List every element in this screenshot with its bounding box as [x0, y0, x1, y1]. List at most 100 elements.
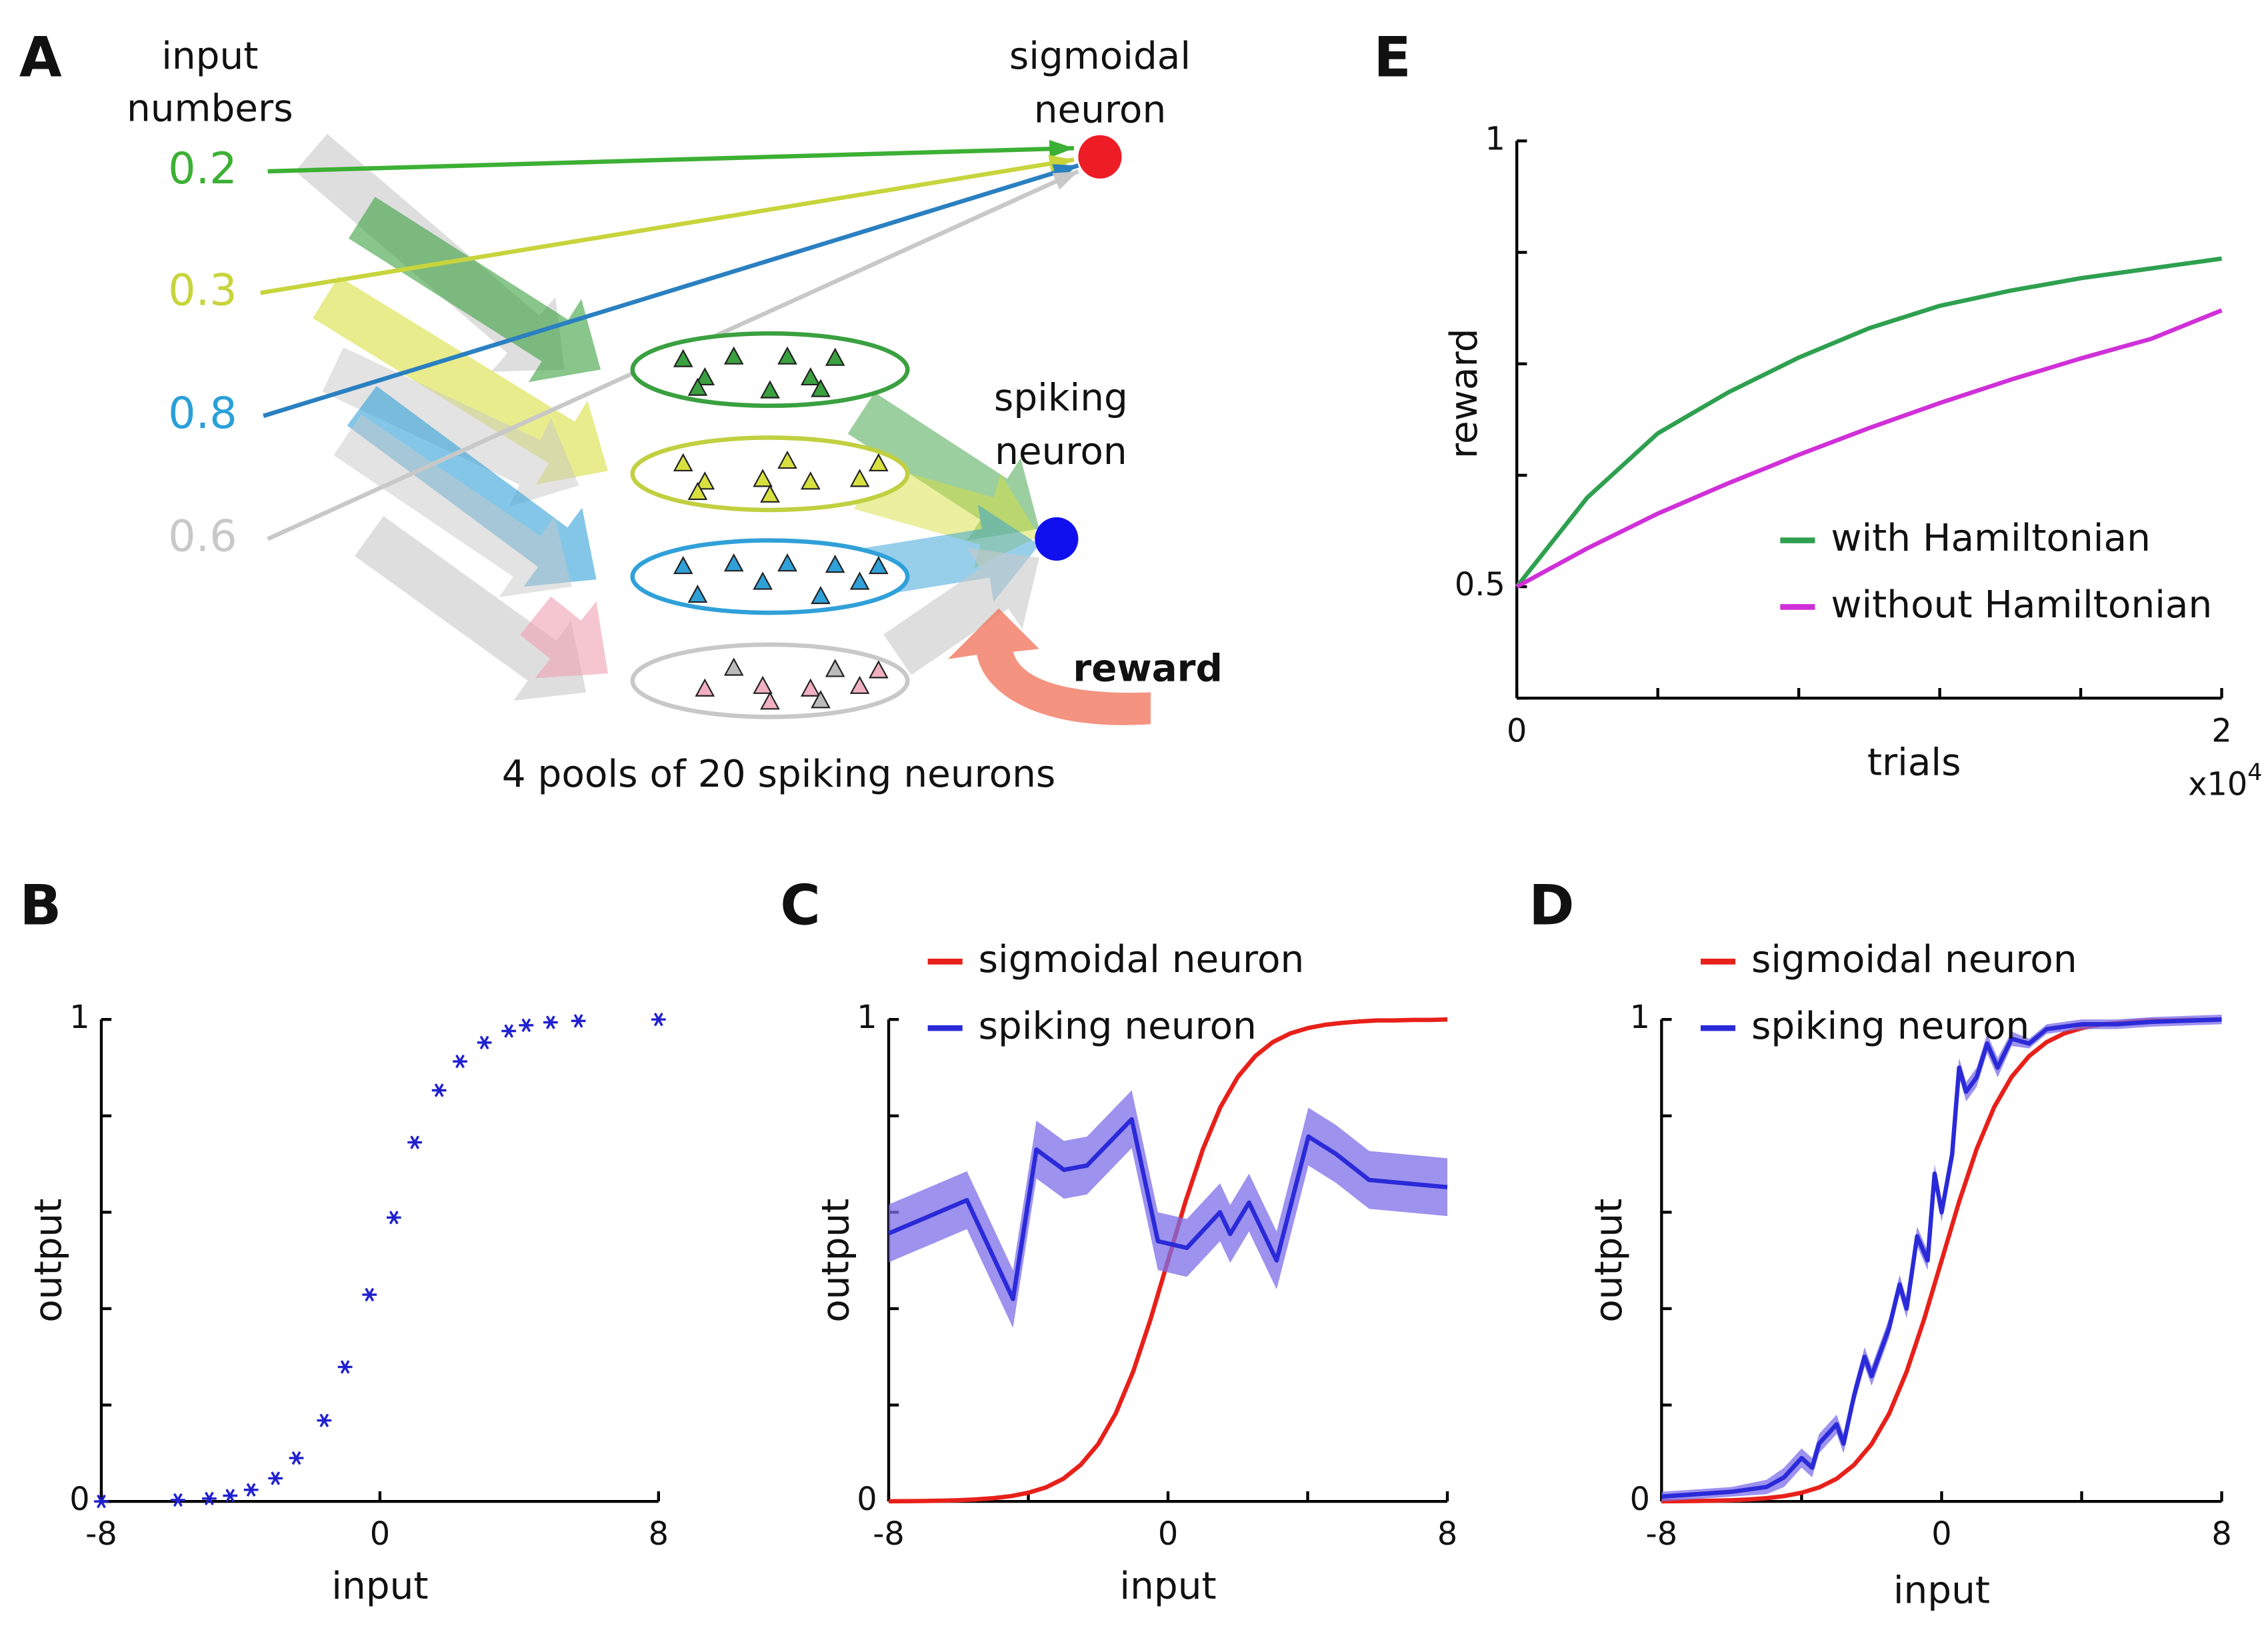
panel-label: B: [19, 874, 61, 938]
neuron-triangle: [868, 453, 889, 472]
y-tick-label: 1: [69, 999, 89, 1036]
neuron-triangle: [800, 367, 821, 386]
legend-label: sigmoidal neuron: [979, 938, 1305, 981]
neuron-triangle: [849, 675, 870, 694]
neuron-triangle: [777, 346, 797, 365]
input-value: 0.6: [168, 511, 237, 561]
reward-arrow: [948, 608, 1151, 725]
legend-label: without Hamiltonian: [1831, 583, 2212, 627]
neuron-triangle: [811, 379, 831, 397]
y-axis-label: output: [1587, 1199, 1631, 1323]
asterisk-point: [337, 1360, 353, 1374]
neuron-triangle: [868, 555, 889, 575]
x-tick-label: 8: [1437, 1516, 1457, 1553]
asterisk-point: [651, 1012, 666, 1027]
panel-label: D: [1529, 874, 1574, 938]
y-axis-label: output: [27, 1199, 71, 1323]
sigmoid-label: sigmoidal: [1009, 35, 1191, 78]
y-tick-label: 0: [1630, 1481, 1650, 1518]
neuron-triangle: [868, 660, 889, 679]
neuron-triangle: [811, 585, 831, 605]
asterisk-point: [94, 1494, 109, 1509]
neuron-triangle: [723, 657, 744, 676]
asterisk-point: [223, 1489, 238, 1503]
neuron-triangle: [753, 469, 773, 487]
series-line: [1515, 256, 2222, 589]
neuron-triangle: [695, 367, 715, 386]
asterisk-point: [243, 1483, 259, 1497]
x-tick-label: -8: [85, 1516, 117, 1553]
x-tick-label: 8: [649, 1516, 669, 1553]
y-axis-label: output: [815, 1199, 858, 1323]
neuron-triangle: [695, 678, 715, 697]
y-tick-label: 0.5: [1455, 567, 1505, 603]
panel-label: E: [1373, 25, 1411, 89]
diagram-a: A input numbers sigmoidal neuron spiking…: [19, 25, 1223, 796]
series-line: [1661, 1017, 2222, 1504]
x-multiplier: x104: [2188, 759, 2262, 803]
neuron-triangle: [825, 347, 845, 366]
asterisk-point: [571, 1014, 586, 1028]
asterisk-point: [362, 1287, 377, 1302]
spiking-label: spiking: [994, 377, 1128, 420]
asterisk-point: [543, 1015, 558, 1029]
sigmoid-label: neuron: [1034, 89, 1167, 132]
neuron-triangle: [777, 553, 797, 572]
series-line: [1515, 308, 2223, 589]
input-value: 0.8: [168, 389, 237, 439]
flow-arrow: [333, 414, 572, 597]
neuron-triangle: [760, 691, 780, 710]
neuron-triangle: [849, 469, 870, 487]
arrow-head: [1052, 171, 1079, 190]
input-value: 0.2: [168, 144, 237, 194]
neuron-triangle: [760, 484, 780, 503]
x-tick-label: -8: [1646, 1516, 1678, 1553]
neuron-triangle: [687, 481, 708, 501]
neuron-pool: [630, 642, 910, 719]
neuron-triangle: [825, 659, 845, 677]
neuron-triangle: [825, 554, 845, 573]
input-arrow: [263, 163, 1079, 418]
input-title: numbers: [127, 87, 293, 130]
legend-label: with Hamiltonian: [1831, 517, 2151, 560]
y-tick-label: 1: [1485, 121, 1505, 157]
spiking-label: neuron: [995, 430, 1127, 473]
neuron-triangle: [800, 678, 821, 697]
panel-label: C: [780, 874, 821, 938]
legend-label: spiking neuron: [979, 1005, 1257, 1048]
neuron-triangle: [800, 471, 821, 490]
neuron-triangle: [687, 377, 708, 396]
flow-arrow: [520, 596, 608, 679]
asterisk-point: [171, 1493, 185, 1507]
legend-label: spiking neuron: [1751, 1005, 2029, 1048]
x-tick-label: 0: [370, 1516, 390, 1553]
spiking-neuron: [1035, 517, 1079, 561]
asterisk-point: [453, 1054, 467, 1069]
flow-arrow: [313, 276, 608, 485]
neuron-triangle: [695, 471, 715, 490]
legend-label: sigmoidal neuron: [1751, 938, 2077, 981]
neuron-triangle: [753, 571, 773, 590]
x-tick-label: 0: [1507, 713, 1527, 749]
sigmoidal-neuron: [1078, 135, 1122, 179]
y-axis-label: reward: [1443, 328, 1486, 458]
x-tick-label: 8: [2211, 1516, 2231, 1553]
y-tick-label: 1: [857, 999, 877, 1036]
reward-label: reward: [1073, 647, 1223, 691]
x-axis-label: input: [1119, 1565, 1216, 1608]
input-arrow: [267, 145, 1074, 174]
asterisk-point: [268, 1471, 283, 1485]
x-tick-label: -8: [873, 1516, 905, 1553]
neuron-triangle: [673, 349, 693, 367]
flow-arrow: [348, 197, 601, 383]
neuron-triangle: [723, 346, 744, 365]
asterisk-point: [386, 1211, 401, 1225]
error-band: [889, 1090, 1448, 1328]
neuron-triangle: [760, 380, 780, 399]
caption: 4 pools of 20 spiking neurons: [502, 753, 1056, 796]
input-title: input: [161, 35, 258, 78]
series-line: [1661, 1017, 2222, 1499]
arrow-head: [1049, 139, 1074, 158]
neuron-triangle: [673, 453, 693, 472]
